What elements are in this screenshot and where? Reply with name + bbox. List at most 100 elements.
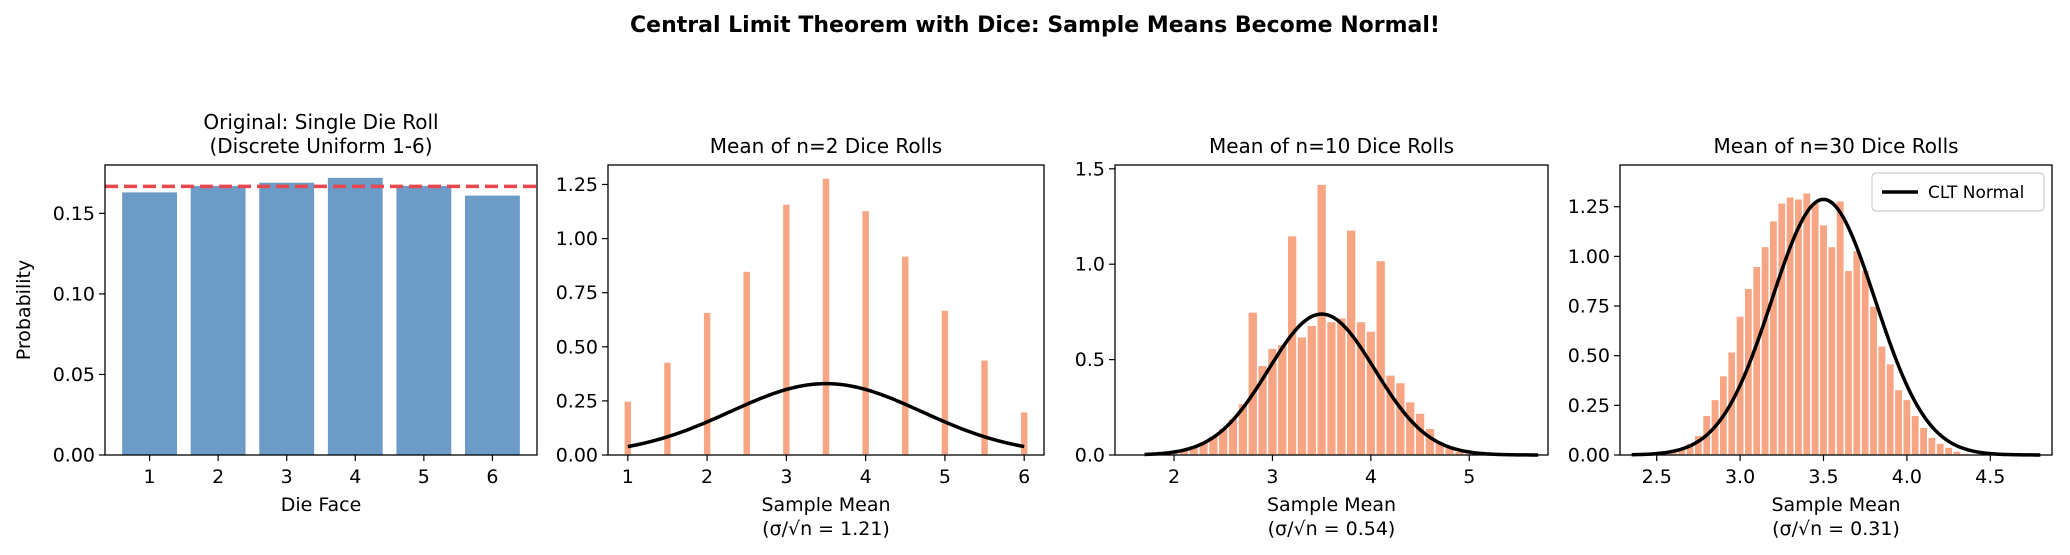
histogram-bar (1785, 196, 1796, 456)
x-tick-label: 2 (212, 466, 224, 488)
bar (396, 185, 452, 455)
y-tick-label: 0.25 (1568, 395, 1610, 417)
histogram-bar (1296, 335, 1308, 456)
legend-box (1871, 172, 2045, 212)
y-tick-label: 0.00 (53, 445, 95, 467)
histogram-bar (1306, 324, 1318, 456)
histogram-bar (781, 203, 792, 456)
chart-panels: Original: Single Die Roll(Discrete Unifo… (13, 110, 2053, 540)
x-tick-label: 3.0 (1725, 466, 1755, 488)
y-tick-label: 0.00 (556, 445, 598, 467)
histogram-bar (1843, 269, 1854, 456)
figure-suptitle: Central Limit Theorem with Dice: Sample … (630, 13, 1440, 38)
x-tick-label: 3.5 (1808, 466, 1838, 488)
histogram-bar (1404, 400, 1416, 456)
y-tick-label: 0.00 (1568, 445, 1610, 467)
y-tick-label: 0.10 (53, 283, 95, 305)
y-tick-label: 0.50 (556, 336, 598, 358)
y-tick-label: 0.25 (556, 390, 598, 412)
histogram-bar (1019, 410, 1029, 456)
histogram-bar (940, 309, 950, 456)
histogram-bar (1247, 311, 1259, 456)
histogram-bar (1424, 427, 1436, 456)
histogram-bar (979, 359, 990, 456)
histogram-bar (1910, 414, 1921, 456)
histogram-bar (1835, 200, 1846, 456)
y-tick-label: 0.50 (1568, 345, 1610, 367)
histogram-bar (742, 270, 752, 456)
x-axis-label: Die Face (281, 494, 362, 516)
plot-frame (607, 164, 1045, 456)
histogram-bar (1926, 436, 1937, 456)
x-tick-label: 3 (281, 466, 293, 488)
x-axis-label-line: (σ/√n = 1.21) (762, 518, 890, 540)
y-tick-label: 0.75 (556, 282, 598, 304)
histogram-bar (821, 177, 831, 456)
x-tick-label: 1 (622, 466, 634, 488)
y-tick-label: 0.05 (53, 364, 95, 386)
histogram-bar (1751, 265, 1762, 456)
x-tick-label: 2 (1168, 466, 1180, 488)
chart-title: Mean of n=10 Dice Rolls (1209, 134, 1454, 158)
histogram-bar (860, 209, 871, 456)
histogram-bar (1394, 381, 1407, 456)
bar (190, 185, 246, 455)
x-tick-label: 3 (1266, 466, 1278, 488)
histogram-bar (1876, 345, 1887, 456)
histogram-bar (1885, 362, 1896, 456)
plot-frame (1619, 164, 2053, 456)
y-tick-label: 1.25 (556, 174, 598, 196)
bar (327, 177, 383, 455)
histogram-bar (1851, 249, 1862, 456)
x-tick-label: 2 (701, 466, 713, 488)
y-tick-label: 0.15 (53, 203, 95, 225)
chart-panel-1: Original: Single Die Roll(Discrete Unifo… (13, 110, 538, 516)
histogram-bar (1286, 234, 1298, 456)
bar (259, 182, 315, 455)
x-axis-label-line: (σ/√n = 0.31) (1772, 518, 1900, 540)
histogram-bar (702, 311, 712, 456)
x-tick-label: 4.0 (1892, 466, 1922, 488)
histogram-bar (1335, 316, 1348, 456)
chart-title: Mean of n=2 Dice Rolls (710, 134, 942, 158)
x-axis-label-line: Sample Mean (1267, 494, 1396, 516)
x-tick-label: 4 (349, 466, 361, 488)
histogram-bar (1801, 192, 1812, 456)
y-tick-label: 0.5 (1075, 349, 1105, 371)
histogram-bar (1810, 201, 1821, 456)
y-tick-label: 0.0 (1075, 445, 1105, 467)
chart-title-line: (Discrete Uniform 1-6) (209, 134, 432, 158)
histogram-bar (1943, 446, 1954, 456)
x-tick-label: 6 (486, 466, 498, 488)
x-tick-label: 6 (1018, 466, 1030, 488)
y-tick-label: 1.5 (1075, 158, 1105, 180)
histogram-bar (1901, 398, 1912, 456)
legend-label: CLT Normal (1928, 183, 2024, 203)
chart-panel-2: Mean of n=2 Dice Rolls 0.00 0.25 0.50 0.75 1.… (556, 134, 1045, 540)
histogram-bar (1918, 426, 1929, 456)
histogram-bar (1325, 320, 1338, 456)
x-tick-label: 2.5 (1642, 466, 1672, 488)
y-axis-label: Probability (13, 260, 35, 360)
x-tick-label: 4 (1365, 466, 1377, 488)
histogram-bar (1760, 245, 1771, 456)
chart-panel-4: Mean of n=30 Dice Rolls 0.00 0.25 0.50 0.75 1… (1568, 134, 2053, 540)
histogram-bar (1860, 269, 1871, 456)
normal-curve (627, 381, 1025, 449)
chart-title: Mean of n=30 Dice Rolls (1713, 134, 1958, 158)
histogram-bar (1935, 442, 1946, 456)
histogram-bar (1315, 183, 1328, 456)
x-tick-label: 1 (144, 466, 156, 488)
x-tick-label: 4.5 (1975, 466, 2005, 488)
bar (122, 192, 177, 455)
plot-frame (104, 164, 538, 456)
y-tick-label: 0.75 (1568, 296, 1610, 318)
legend: CLT Normal (1871, 172, 2045, 212)
bar (465, 195, 520, 455)
chart-panel-3: Mean of n=10 Dice Rolls 0.0 0.5 1.0 1.5 2 3 4 5 S… (1075, 134, 1549, 540)
y-tick-label: 1.00 (556, 228, 598, 250)
histogram-bar (1375, 259, 1387, 456)
normal-curve (1631, 197, 2041, 457)
y-tick-label: 1.00 (1568, 246, 1610, 268)
